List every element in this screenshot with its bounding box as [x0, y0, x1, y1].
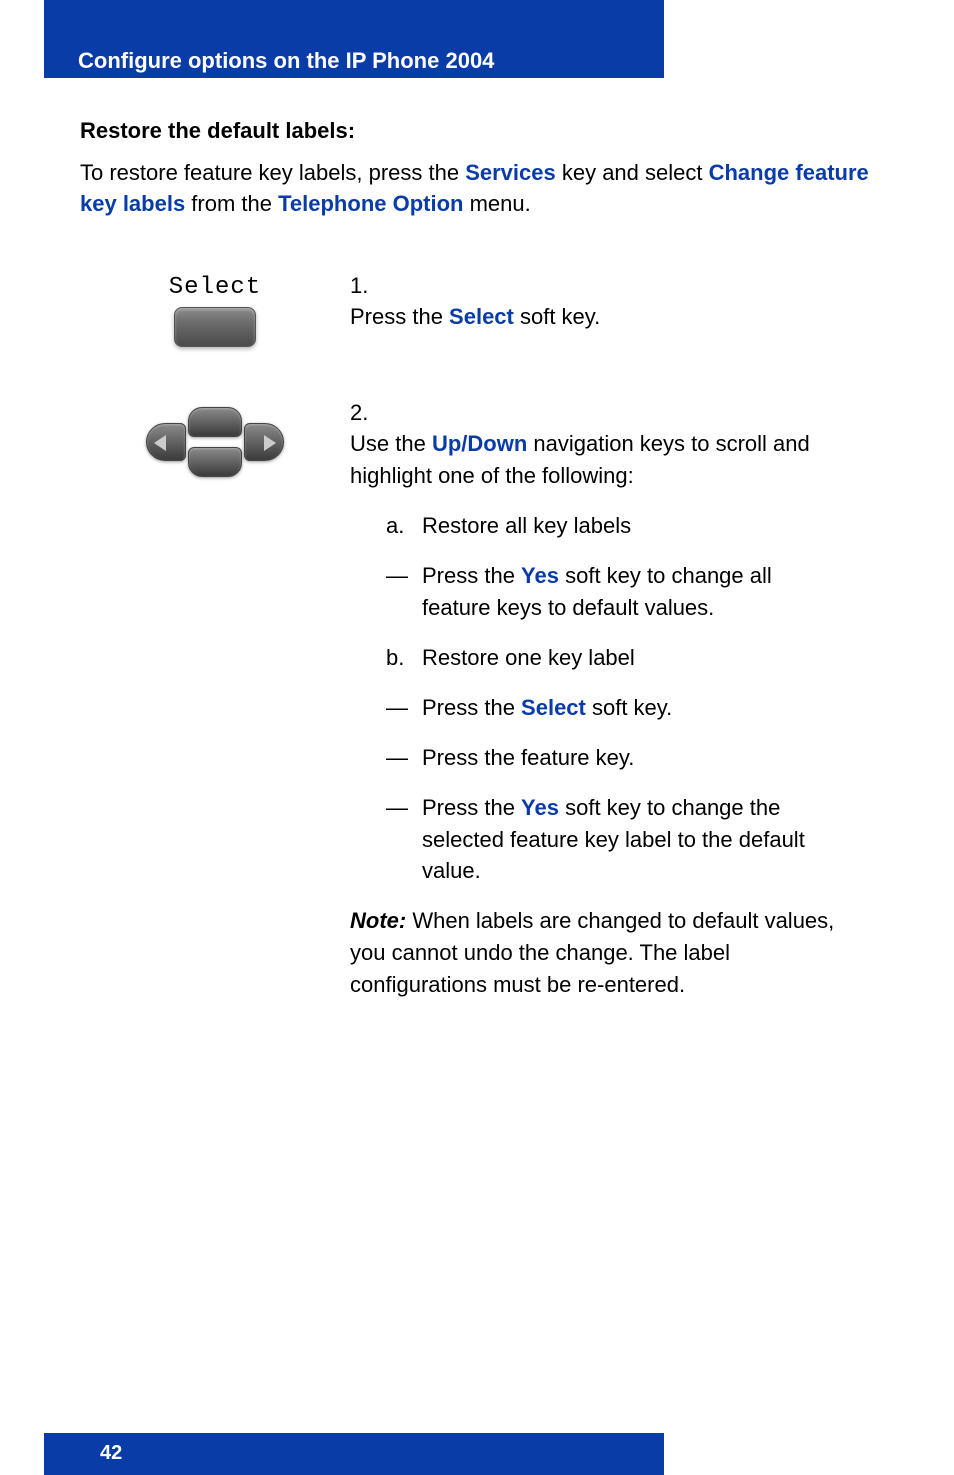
- b-dash1-kw: Select: [521, 695, 586, 720]
- sub-a-marker: a.: [386, 510, 422, 542]
- sub-b-dash1-text: Press the Select soft key.: [422, 692, 844, 724]
- step-1-post: soft key.: [514, 304, 600, 329]
- nav-cluster-icon: [140, 407, 290, 477]
- sub-a-dash-text: Press the Yes soft key to change all fea…: [422, 560, 844, 624]
- intro-text-3: from the: [185, 191, 278, 216]
- step-2-pre: Use the: [350, 431, 432, 456]
- sub-b-dash2-marker: —: [386, 742, 422, 774]
- content-area: Restore the default labels: To restore f…: [80, 118, 880, 1051]
- nav-left-icon: [146, 423, 186, 461]
- section-heading: Restore the default labels:: [80, 118, 880, 144]
- step-1-text: 1. Press the Select soft key.: [350, 270, 880, 334]
- note-text: When labels are changed to default value…: [350, 908, 834, 997]
- step-1-marker: 1.: [350, 270, 380, 302]
- b-dash1-post: soft key.: [586, 695, 672, 720]
- sub-b-dash1-marker: —: [386, 692, 422, 724]
- sub-b-text: Restore one key label: [422, 642, 844, 674]
- sub-a-dash-marker: —: [386, 560, 422, 624]
- step-1-kw: Select: [449, 304, 514, 329]
- sub-a-dash: — Press the Yes soft key to change all f…: [386, 560, 844, 624]
- step-2-marker: 2.: [350, 397, 380, 429]
- intro-paragraph: To restore feature key labels, press the…: [80, 158, 880, 220]
- intro-text-1: To restore feature key labels, press the: [80, 160, 465, 185]
- sub-b-dash3: — Press the Yes soft key to change the s…: [386, 792, 844, 888]
- step-2-sublist: a. Restore all key labels — Press the Ye…: [350, 510, 844, 887]
- header-title: Configure options on the IP Phone 2004: [78, 48, 494, 73]
- keyword-telephone-option: Telephone Option: [278, 191, 463, 216]
- arrow-left-icon: [154, 435, 166, 451]
- step-2-text: 2. Use the Up/Down navigation keys to sc…: [350, 397, 880, 1001]
- step-2-row: 2. Use the Up/Down navigation keys to sc…: [80, 397, 880, 1001]
- sub-b-dash3-marker: —: [386, 792, 422, 888]
- step-2-body: Use the Up/Down navigation keys to scrol…: [350, 428, 844, 1000]
- keyword-services: Services: [465, 160, 556, 185]
- sub-b-dash2: — Press the feature key.: [386, 742, 844, 774]
- sub-b-dash2-text: Press the feature key.: [422, 742, 844, 774]
- b-dash1-pre: Press the: [422, 695, 521, 720]
- sub-a-text: Restore all key labels: [422, 510, 844, 542]
- footer-band: [44, 1433, 664, 1475]
- sub-b-marker: b.: [386, 642, 422, 674]
- nav-down-icon: [188, 447, 242, 477]
- arrow-right-icon: [264, 435, 276, 451]
- b-dash3-pre: Press the: [422, 795, 521, 820]
- b-dash3-kw: Yes: [521, 795, 559, 820]
- a-dash-pre: Press the: [422, 563, 521, 588]
- step-1-graphic: Select: [80, 270, 350, 347]
- sub-b-dash3-text: Press the Yes soft key to change the sel…: [422, 792, 844, 888]
- sub-a: a. Restore all key labels: [386, 510, 844, 542]
- nav-up-icon: [188, 407, 242, 437]
- steps-area: Select 1. Press the Select soft key.: [80, 270, 880, 1001]
- step-1-pre: Press the: [350, 304, 449, 329]
- note-block: Note: When labels are changed to default…: [350, 905, 844, 1001]
- intro-text-2: key and select: [556, 160, 709, 185]
- step-2-kw: Up/Down: [432, 431, 527, 456]
- softkey-button-icon: [174, 307, 256, 347]
- step-2-graphic: [80, 397, 350, 477]
- a-dash-kw: Yes: [521, 563, 559, 588]
- intro-text-4: menu.: [463, 191, 530, 216]
- page-header: Configure options on the IP Phone 2004: [60, 42, 664, 78]
- sub-b: b. Restore one key label: [386, 642, 844, 674]
- page-number: 42: [100, 1442, 122, 1465]
- sub-b-dash1: — Press the Select soft key.: [386, 692, 844, 724]
- step-1-row: Select 1. Press the Select soft key.: [80, 270, 880, 347]
- step-1-body: Press the Select soft key.: [350, 301, 844, 333]
- softkey-label: Select: [169, 274, 261, 301]
- note-label: Note:: [350, 908, 406, 933]
